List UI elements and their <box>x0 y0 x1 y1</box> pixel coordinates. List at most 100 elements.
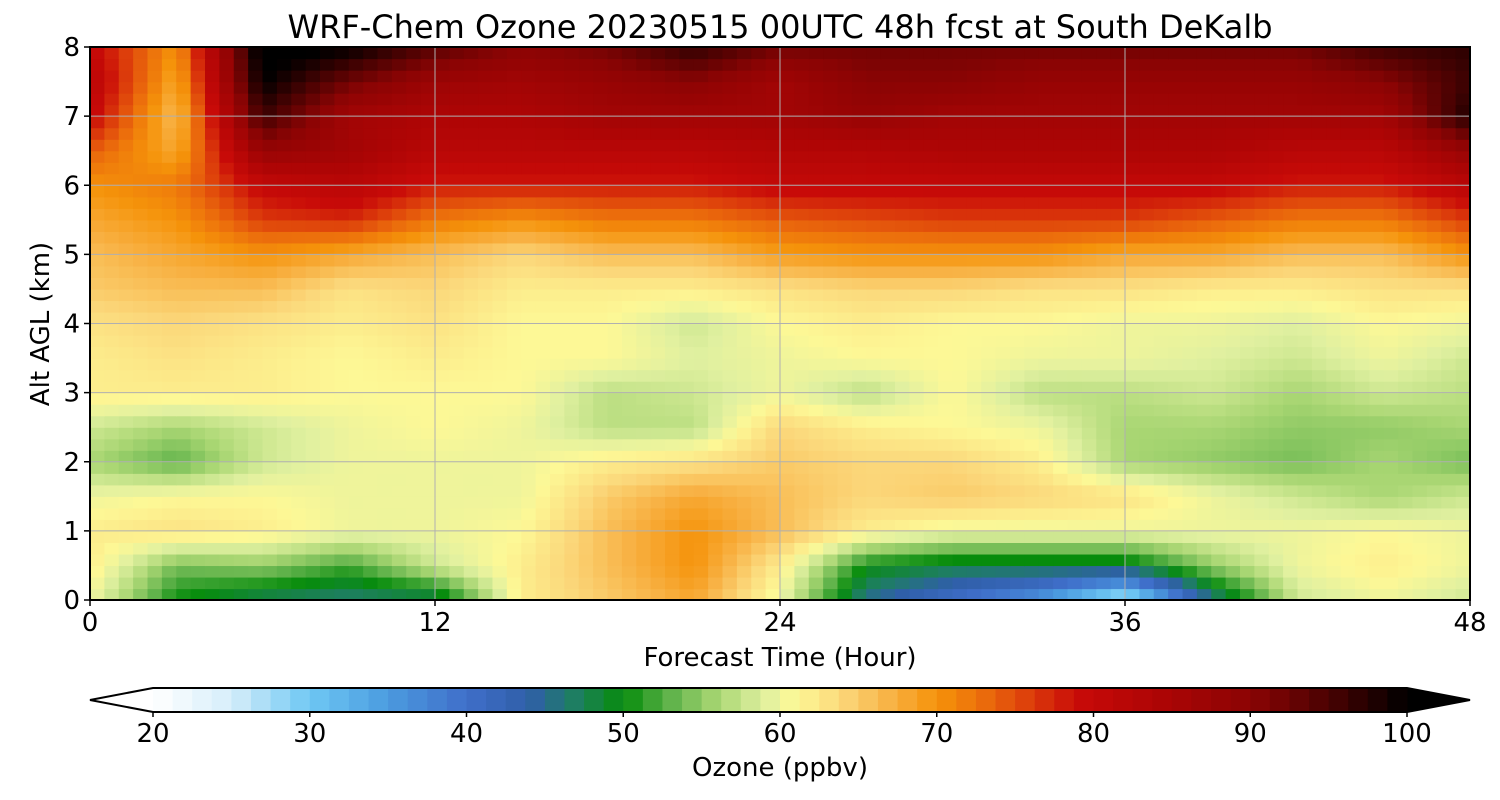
heatmap-cell <box>535 346 551 359</box>
heatmap-cell <box>1211 507 1227 520</box>
heatmap-cell <box>320 335 335 348</box>
heatmap-cell <box>1010 335 1025 348</box>
heatmap-cell <box>334 58 350 71</box>
heatmap-cell <box>880 219 896 232</box>
heatmap-cell <box>1125 450 1140 463</box>
heatmap-cell <box>693 530 709 543</box>
heatmap-cell <box>190 346 206 359</box>
heatmap-cell <box>205 381 220 394</box>
heatmap-cell <box>320 461 335 474</box>
heatmap-cell <box>305 358 321 371</box>
heatmap-cell <box>1096 404 1112 417</box>
heatmap-cell <box>334 588 350 600</box>
heatmap-cell <box>593 150 609 163</box>
heatmap-cell <box>593 300 609 313</box>
heatmap-cell <box>406 576 422 590</box>
heatmap-cell <box>363 358 379 371</box>
heatmap-cell <box>1326 70 1342 83</box>
heatmap-cell <box>320 127 335 140</box>
heatmap-cell <box>118 415 134 428</box>
heatmap-cell <box>1398 162 1414 175</box>
heatmap-cell <box>1139 565 1155 578</box>
heatmap-cell <box>866 231 882 244</box>
heatmap-cell <box>808 173 824 186</box>
heatmap-cell <box>1211 358 1227 371</box>
heatmap-cell <box>1125 265 1140 279</box>
heatmap-cell <box>506 81 522 94</box>
heatmap-cell <box>1254 346 1270 359</box>
heatmap-cell <box>1168 576 1184 590</box>
heatmap-cell <box>564 473 580 486</box>
heatmap-cell <box>938 58 954 71</box>
heatmap-cell <box>1340 70 1356 83</box>
heatmap-cell <box>938 565 954 578</box>
heatmap-cell <box>1441 104 1457 117</box>
heatmap-cell <box>478 381 494 394</box>
heatmap-cell <box>363 58 379 71</box>
heatmap-cell <box>794 392 810 405</box>
heatmap-cell <box>751 139 767 152</box>
heatmap-cell <box>219 162 235 175</box>
heatmap-cell <box>981 576 997 590</box>
heatmap-cell <box>406 58 422 71</box>
heatmap-cell <box>1125 173 1140 186</box>
heatmap-cell <box>895 231 910 244</box>
heatmap-cell <box>995 576 1011 590</box>
heatmap-cell <box>276 369 292 382</box>
heatmap-cell <box>808 358 824 371</box>
heatmap-cell <box>406 530 422 543</box>
heatmap-cell <box>1268 93 1284 106</box>
heatmap-cell <box>593 588 609 600</box>
heatmap-cell <box>1053 553 1069 567</box>
heatmap-cell <box>262 519 278 532</box>
heatmap-cell <box>1225 150 1241 163</box>
heatmap-cell <box>334 323 350 336</box>
heatmap-cell <box>1398 173 1414 186</box>
heatmap-cell <box>765 473 781 486</box>
heatmap-cell <box>176 173 192 186</box>
heatmap-cell <box>535 311 551 325</box>
heatmap-cell <box>679 265 695 279</box>
heatmap-cell <box>104 588 120 600</box>
heatmap-cell <box>506 576 522 590</box>
heatmap-cell <box>823 381 839 394</box>
heatmap-cell <box>161 507 177 520</box>
heatmap-cell <box>1067 450 1083 463</box>
heatmap-cell <box>923 58 939 71</box>
heatmap-cell <box>305 311 321 325</box>
heatmap-cell <box>233 427 249 440</box>
heatmap-cell <box>1383 185 1399 198</box>
heatmap-cell <box>1096 311 1112 325</box>
heatmap-cell <box>1125 576 1140 590</box>
heatmap-cell <box>1355 369 1370 382</box>
heatmap-cell <box>1053 415 1069 428</box>
heatmap-cell <box>1383 542 1399 555</box>
heatmap-cell <box>650 542 666 555</box>
heatmap-cell <box>406 496 422 509</box>
heatmap-cell <box>679 93 695 106</box>
heatmap-cell <box>780 346 795 359</box>
heatmap-cell <box>190 70 206 83</box>
heatmap-cell <box>219 139 235 152</box>
heatmap-cell <box>794 576 810 590</box>
heatmap-cell <box>219 70 235 83</box>
heatmap-cell <box>851 427 867 440</box>
heatmap-cell <box>90 70 105 83</box>
heatmap-cell <box>1053 346 1069 359</box>
heatmap-cell <box>1153 576 1169 590</box>
heatmap-cell <box>1283 335 1299 348</box>
heatmap-cell <box>248 542 264 555</box>
heatmap-cell <box>981 450 997 463</box>
heatmap-cell <box>118 208 134 221</box>
heatmap-cell <box>851 219 867 232</box>
heatmap-cell <box>938 473 954 486</box>
heatmap-cell <box>506 323 522 336</box>
heatmap-cell <box>233 415 249 428</box>
heatmap-cell <box>1168 461 1184 474</box>
heatmap-cell <box>550 404 565 417</box>
heatmap-cell <box>506 473 522 486</box>
heatmap-cell <box>104 415 120 428</box>
heatmap-cell <box>1412 139 1428 152</box>
heatmap-cell <box>722 277 738 290</box>
heatmap-cell <box>1211 438 1227 451</box>
